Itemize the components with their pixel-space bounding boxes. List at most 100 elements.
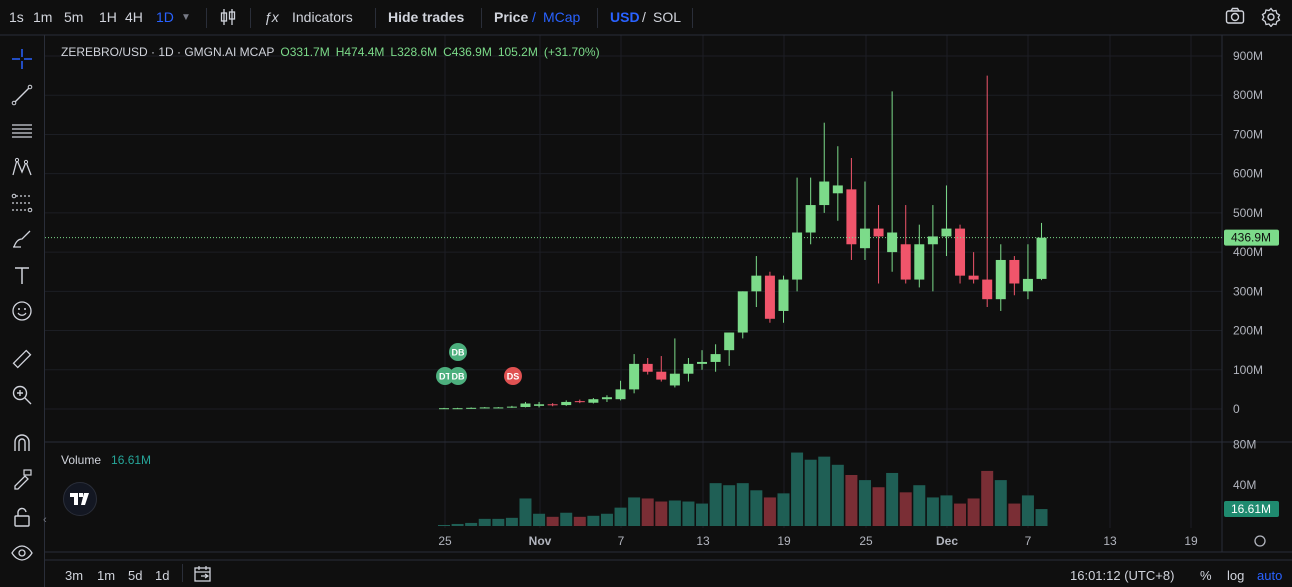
volume-bar — [1035, 509, 1048, 526]
candle-body — [683, 363, 694, 374]
zoom-icon[interactable] — [10, 383, 34, 407]
hide-trades-button[interactable]: Hide trades — [388, 9, 465, 25]
candle-body — [493, 407, 504, 409]
ruler-icon[interactable] — [10, 347, 34, 371]
sol-toggle[interactable]: SOL — [653, 9, 682, 25]
candle-body — [710, 354, 721, 362]
volume-bar — [967, 498, 980, 526]
bottom-toolbar: 3m 1m 5d 1d 16:01:12 (UTC+8) % log auto — [45, 560, 1292, 587]
collapse-toolbar-icon[interactable]: ‹ — [43, 514, 47, 526]
interval-1h[interactable]: 1H — [99, 9, 117, 25]
price-tick-label: 400M — [1233, 245, 1263, 259]
interval-1s[interactable]: 1s — [9, 9, 24, 25]
lock-icon[interactable] — [10, 505, 34, 529]
divider — [375, 8, 376, 28]
interval-1m[interactable]: 1m — [33, 9, 53, 25]
usd-toggle[interactable]: USD — [610, 9, 640, 25]
price-tick-label: 700M — [1233, 127, 1263, 141]
chevron-down-icon[interactable]: ▼ — [181, 12, 191, 23]
horizontal-lines-icon[interactable] — [10, 119, 34, 143]
candle-body — [873, 228, 884, 237]
volume-bar — [886, 472, 899, 526]
crosshair-icon[interactable] — [10, 47, 34, 71]
gear-icon[interactable] — [1261, 7, 1281, 30]
candle-body — [846, 189, 857, 245]
divider — [182, 564, 183, 582]
date-range-icon[interactable] — [193, 565, 213, 586]
low-value: L328.6M — [390, 45, 438, 59]
trade-marker — [449, 367, 467, 385]
interval-5m[interactable]: 5m — [64, 9, 84, 25]
candle-body — [547, 404, 558, 406]
time-tick-label: 19 — [777, 534, 791, 548]
emoji-icon[interactable] — [10, 299, 34, 323]
eye-icon[interactable] — [10, 541, 34, 565]
volume-bar — [723, 485, 736, 526]
candle-body — [805, 205, 816, 233]
candle-body — [561, 401, 572, 406]
clock-text[interactable]: 16:01:12 (UTC+8) — [1070, 568, 1175, 583]
magnet-icon[interactable] — [10, 431, 34, 455]
volume-bar — [668, 500, 681, 526]
volume-bar — [750, 490, 763, 526]
candle-body — [697, 361, 708, 364]
volume-bar — [465, 522, 478, 526]
candle-body — [859, 228, 870, 249]
trade-marker — [504, 367, 522, 385]
pattern-icon[interactable] — [10, 155, 34, 179]
interval-4h[interactable]: 4H — [125, 9, 143, 25]
price-tick-label: 800M — [1233, 88, 1263, 102]
axis-settings-icon — [1254, 535, 1266, 547]
mcap-toggle[interactable]: MCap — [543, 9, 581, 25]
price-tick-label: 300M — [1233, 284, 1263, 298]
time-tick-label: 13 — [1103, 534, 1117, 548]
fib-icon[interactable] — [10, 191, 34, 215]
candle-body — [887, 232, 898, 253]
candle-style-icon[interactable] — [219, 7, 237, 30]
price-tick-label: 900M — [1233, 49, 1263, 63]
trade-marker — [449, 343, 467, 361]
camera-icon[interactable] — [1225, 7, 1245, 28]
auto-toggle[interactable]: auto — [1257, 568, 1283, 583]
volume-bar — [940, 495, 953, 526]
indicators-button[interactable]: Indicators — [292, 9, 353, 25]
range-1m[interactable]: 1m — [97, 568, 116, 583]
interval-1d[interactable]: 1D — [156, 9, 174, 25]
price-tick-label: 600M — [1233, 167, 1263, 181]
volume-bar — [926, 497, 939, 526]
range-3m[interactable]: 3m — [65, 568, 84, 583]
price-toggle[interactable]: Price — [494, 9, 529, 25]
brush-icon[interactable] — [10, 227, 34, 251]
volume-legend: Volume 16.61M — [61, 453, 151, 467]
range-1d[interactable]: 1d — [155, 568, 170, 583]
candle-body — [764, 275, 775, 319]
volume-bar — [641, 498, 654, 526]
candle-body — [737, 291, 748, 333]
volume-bar — [994, 480, 1007, 526]
fx-icon[interactable]: ƒx — [264, 9, 279, 25]
volume-bar — [492, 518, 505, 526]
ohlc-legend: ZEREBRO/USD · 1D · GMGN.AI MCAP O331.7M … — [61, 45, 600, 59]
candle-body — [995, 259, 1006, 300]
percent-toggle[interactable]: % — [1200, 568, 1212, 583]
last-price-badge — [1224, 229, 1279, 246]
time-tick-label: 13 — [696, 534, 710, 548]
lock-drawings-icon[interactable] — [10, 467, 34, 491]
candle-body — [479, 407, 490, 409]
range-5d[interactable]: 5d — [128, 568, 143, 583]
candle-body — [534, 404, 545, 406]
trend-line-icon[interactable] — [10, 83, 34, 107]
text-icon[interactable] — [10, 263, 34, 287]
volume-bar — [777, 493, 790, 526]
volume-value: 105.2M — [497, 45, 538, 59]
time-tick-label: 25 — [438, 534, 452, 548]
high-value: H474.4M — [335, 45, 385, 59]
log-toggle[interactable]: log — [1227, 568, 1245, 583]
volume-bar — [533, 513, 546, 526]
trade-marker-label: DB — [452, 348, 465, 358]
volume-bar — [451, 523, 464, 526]
volume-bar — [573, 516, 586, 526]
tradingview-logo-icon[interactable] — [63, 482, 97, 516]
volume-bar — [1008, 503, 1021, 526]
